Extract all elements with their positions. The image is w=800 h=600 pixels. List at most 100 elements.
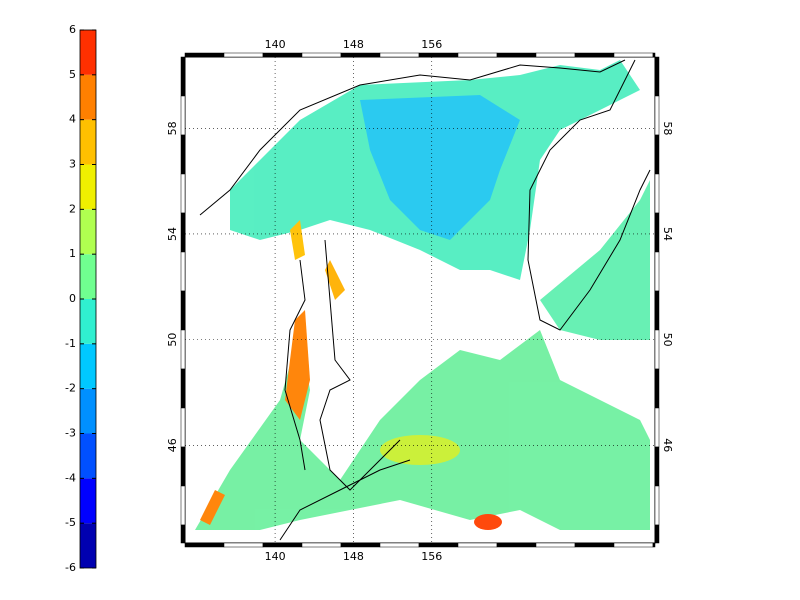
colorbar-band bbox=[80, 343, 96, 389]
frame-segment bbox=[496, 542, 537, 548]
colorbar-band bbox=[80, 74, 96, 120]
colorbar-band bbox=[80, 209, 96, 255]
y-tick-label: 58 bbox=[166, 121, 179, 135]
x-tick-label: 140 bbox=[265, 38, 286, 51]
y-tick-label: 46 bbox=[166, 438, 179, 452]
frame-segment bbox=[418, 542, 459, 548]
grid bbox=[185, 57, 655, 543]
y-tick-label: 54 bbox=[166, 227, 179, 241]
frame-segment bbox=[340, 542, 381, 548]
field-region bbox=[290, 220, 305, 260]
colorbar-tick-label: 6 bbox=[69, 23, 76, 36]
frame-segment bbox=[654, 446, 660, 487]
frame-segment bbox=[652, 52, 656, 58]
y-tick-label: 50 bbox=[166, 333, 179, 347]
frame-segment bbox=[654, 407, 660, 448]
colorbar-band bbox=[80, 119, 96, 165]
frame-segment bbox=[654, 368, 660, 409]
frame-segment bbox=[180, 407, 186, 448]
frame-segment bbox=[262, 52, 303, 58]
frame-segment bbox=[223, 52, 264, 58]
frame-segment bbox=[180, 524, 186, 544]
colorbar-tick-label: 0 bbox=[69, 292, 76, 305]
frame-segment bbox=[457, 52, 498, 58]
field-region bbox=[474, 514, 502, 530]
colorbar-tick-label: 1 bbox=[69, 247, 76, 260]
frame-segment bbox=[180, 290, 186, 331]
frame-segment bbox=[262, 542, 303, 548]
colorbar-band bbox=[80, 433, 96, 479]
colorbar-tick-label: 3 bbox=[69, 158, 76, 171]
field-region bbox=[325, 260, 345, 300]
frame-segment bbox=[457, 542, 498, 548]
colorbar-tick-label: -2 bbox=[65, 382, 76, 395]
x-tick-label: 156 bbox=[421, 38, 442, 51]
frame-segment bbox=[535, 52, 576, 58]
y-tick-label: 54 bbox=[661, 227, 674, 241]
frame-segment bbox=[340, 52, 381, 58]
frame-segment bbox=[654, 329, 660, 370]
frame-segment bbox=[180, 173, 186, 214]
colorbar-band bbox=[80, 299, 96, 344]
frame-segment bbox=[535, 542, 576, 548]
frame-segment bbox=[654, 134, 660, 175]
frame-segment bbox=[379, 52, 420, 58]
frame-segment bbox=[654, 173, 660, 214]
field-region bbox=[195, 330, 650, 530]
frame-segment bbox=[613, 52, 654, 58]
y-tick-label: 46 bbox=[661, 438, 674, 452]
colorbar: -6 -5 -4 -3 -2 -1 0 1 2 3 4 5 6 bbox=[65, 23, 97, 574]
frame-segment bbox=[301, 52, 342, 58]
frame-segment bbox=[654, 524, 660, 544]
colorbar-tick-label: -6 bbox=[65, 561, 76, 574]
frame-segment bbox=[574, 52, 615, 58]
sst-field bbox=[195, 60, 650, 530]
x-tick-label: 140 bbox=[265, 550, 286, 563]
coastlines bbox=[199, 59, 651, 541]
frame-segment bbox=[652, 542, 656, 548]
coastline bbox=[279, 459, 411, 541]
field-region bbox=[380, 435, 460, 465]
frame-segment bbox=[654, 485, 660, 526]
field-region bbox=[200, 490, 225, 525]
frame-segment bbox=[654, 251, 660, 292]
frame-segment bbox=[654, 56, 660, 97]
colorbar-tick-label: -1 bbox=[65, 337, 76, 350]
colorbar-band bbox=[80, 30, 96, 75]
x-tick-label: 148 bbox=[343, 550, 364, 563]
frame-segment bbox=[180, 251, 186, 292]
colorbar-tick-label: -3 bbox=[65, 427, 76, 440]
frame-segment bbox=[654, 212, 660, 253]
x-tick-label: 156 bbox=[421, 550, 442, 563]
y-tick-label: 50 bbox=[661, 333, 674, 347]
field-region bbox=[285, 310, 310, 420]
colorbar-band bbox=[80, 388, 96, 434]
colorbar-band bbox=[80, 523, 96, 568]
frame-segment bbox=[223, 542, 264, 548]
frame-segment bbox=[574, 542, 615, 548]
frame-segment bbox=[654, 95, 660, 136]
frame-segment bbox=[184, 52, 225, 58]
frame-segment bbox=[301, 542, 342, 548]
frame-segment bbox=[418, 52, 459, 58]
frame-segment bbox=[180, 368, 186, 409]
colorbar-tick-label: 5 bbox=[69, 68, 76, 81]
frame-segment bbox=[180, 134, 186, 175]
colorbar-band bbox=[80, 254, 96, 299]
frame-segment bbox=[180, 56, 186, 97]
coastline bbox=[199, 59, 626, 216]
colorbar-tick-label: 4 bbox=[69, 113, 76, 126]
coastline bbox=[284, 259, 306, 471]
frame-segment bbox=[180, 95, 186, 136]
frame-segment bbox=[184, 542, 225, 548]
y-tick-label: 58 bbox=[661, 121, 674, 135]
coastline bbox=[527, 59, 651, 331]
frame-segment bbox=[180, 446, 186, 487]
colorbar-band bbox=[80, 164, 96, 210]
colorbar-tick-label: 2 bbox=[69, 202, 76, 215]
frame-segment bbox=[379, 542, 420, 548]
colorbar-tick-label: -5 bbox=[65, 516, 76, 529]
frame-segment bbox=[654, 290, 660, 331]
colorbar-band bbox=[80, 478, 96, 524]
frame-segment bbox=[496, 52, 537, 58]
